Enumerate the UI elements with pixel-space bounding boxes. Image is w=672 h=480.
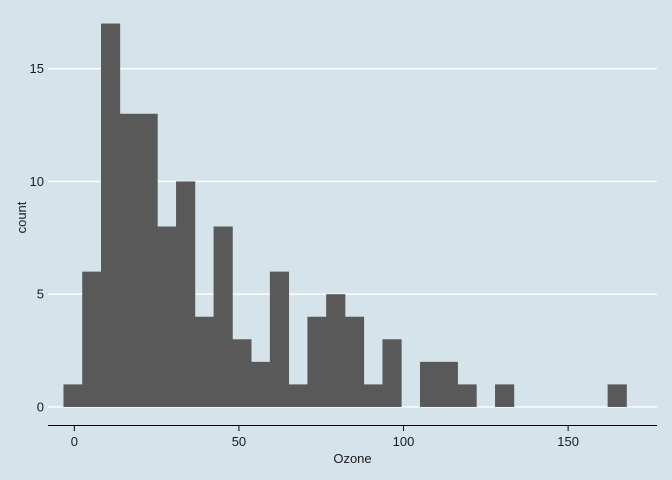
x-tick-label: 0: [71, 434, 78, 449]
histogram-bar: [326, 294, 346, 407]
x-tick-label: 150: [557, 434, 579, 449]
y-tick-label: 15: [30, 61, 44, 76]
histogram-bar: [157, 226, 177, 407]
histogram-bar: [438, 361, 458, 407]
histogram-bar: [63, 384, 83, 407]
histogram-bar: [363, 384, 383, 407]
histogram-bar: [232, 339, 252, 407]
histogram-bar: [176, 181, 196, 407]
histogram-bar: [251, 361, 271, 407]
y-axis-title: count: [14, 201, 29, 233]
y-tick-label: 5: [37, 287, 44, 302]
y-tick-label: 10: [30, 174, 44, 189]
histogram-bar: [495, 384, 515, 407]
x-tick-label: 100: [393, 434, 415, 449]
histogram-bar: [194, 316, 214, 407]
histogram-bar: [213, 226, 233, 407]
histogram-bar: [382, 339, 402, 407]
y-tick-label: 0: [37, 399, 44, 414]
bar-layer: [63, 23, 627, 407]
x-tick-label: 50: [232, 434, 246, 449]
histogram-bar: [307, 316, 327, 407]
histogram-bar: [138, 113, 158, 407]
histogram-bar: [269, 271, 290, 407]
x-tick-layer: 0 50 100 150: [71, 425, 579, 449]
histogram-bar: [344, 316, 365, 407]
x-axis-title: Ozone: [333, 451, 371, 466]
histogram-bar: [288, 384, 308, 407]
histogram-bar: [607, 384, 627, 407]
histogram-bar: [457, 384, 477, 407]
histogram-bar: [119, 113, 139, 407]
histogram-bar: [82, 271, 102, 407]
histogram-bar: [419, 361, 440, 407]
y-tick-layer: 0 5 10 15: [30, 61, 44, 414]
histogram-bar: [100, 23, 121, 407]
